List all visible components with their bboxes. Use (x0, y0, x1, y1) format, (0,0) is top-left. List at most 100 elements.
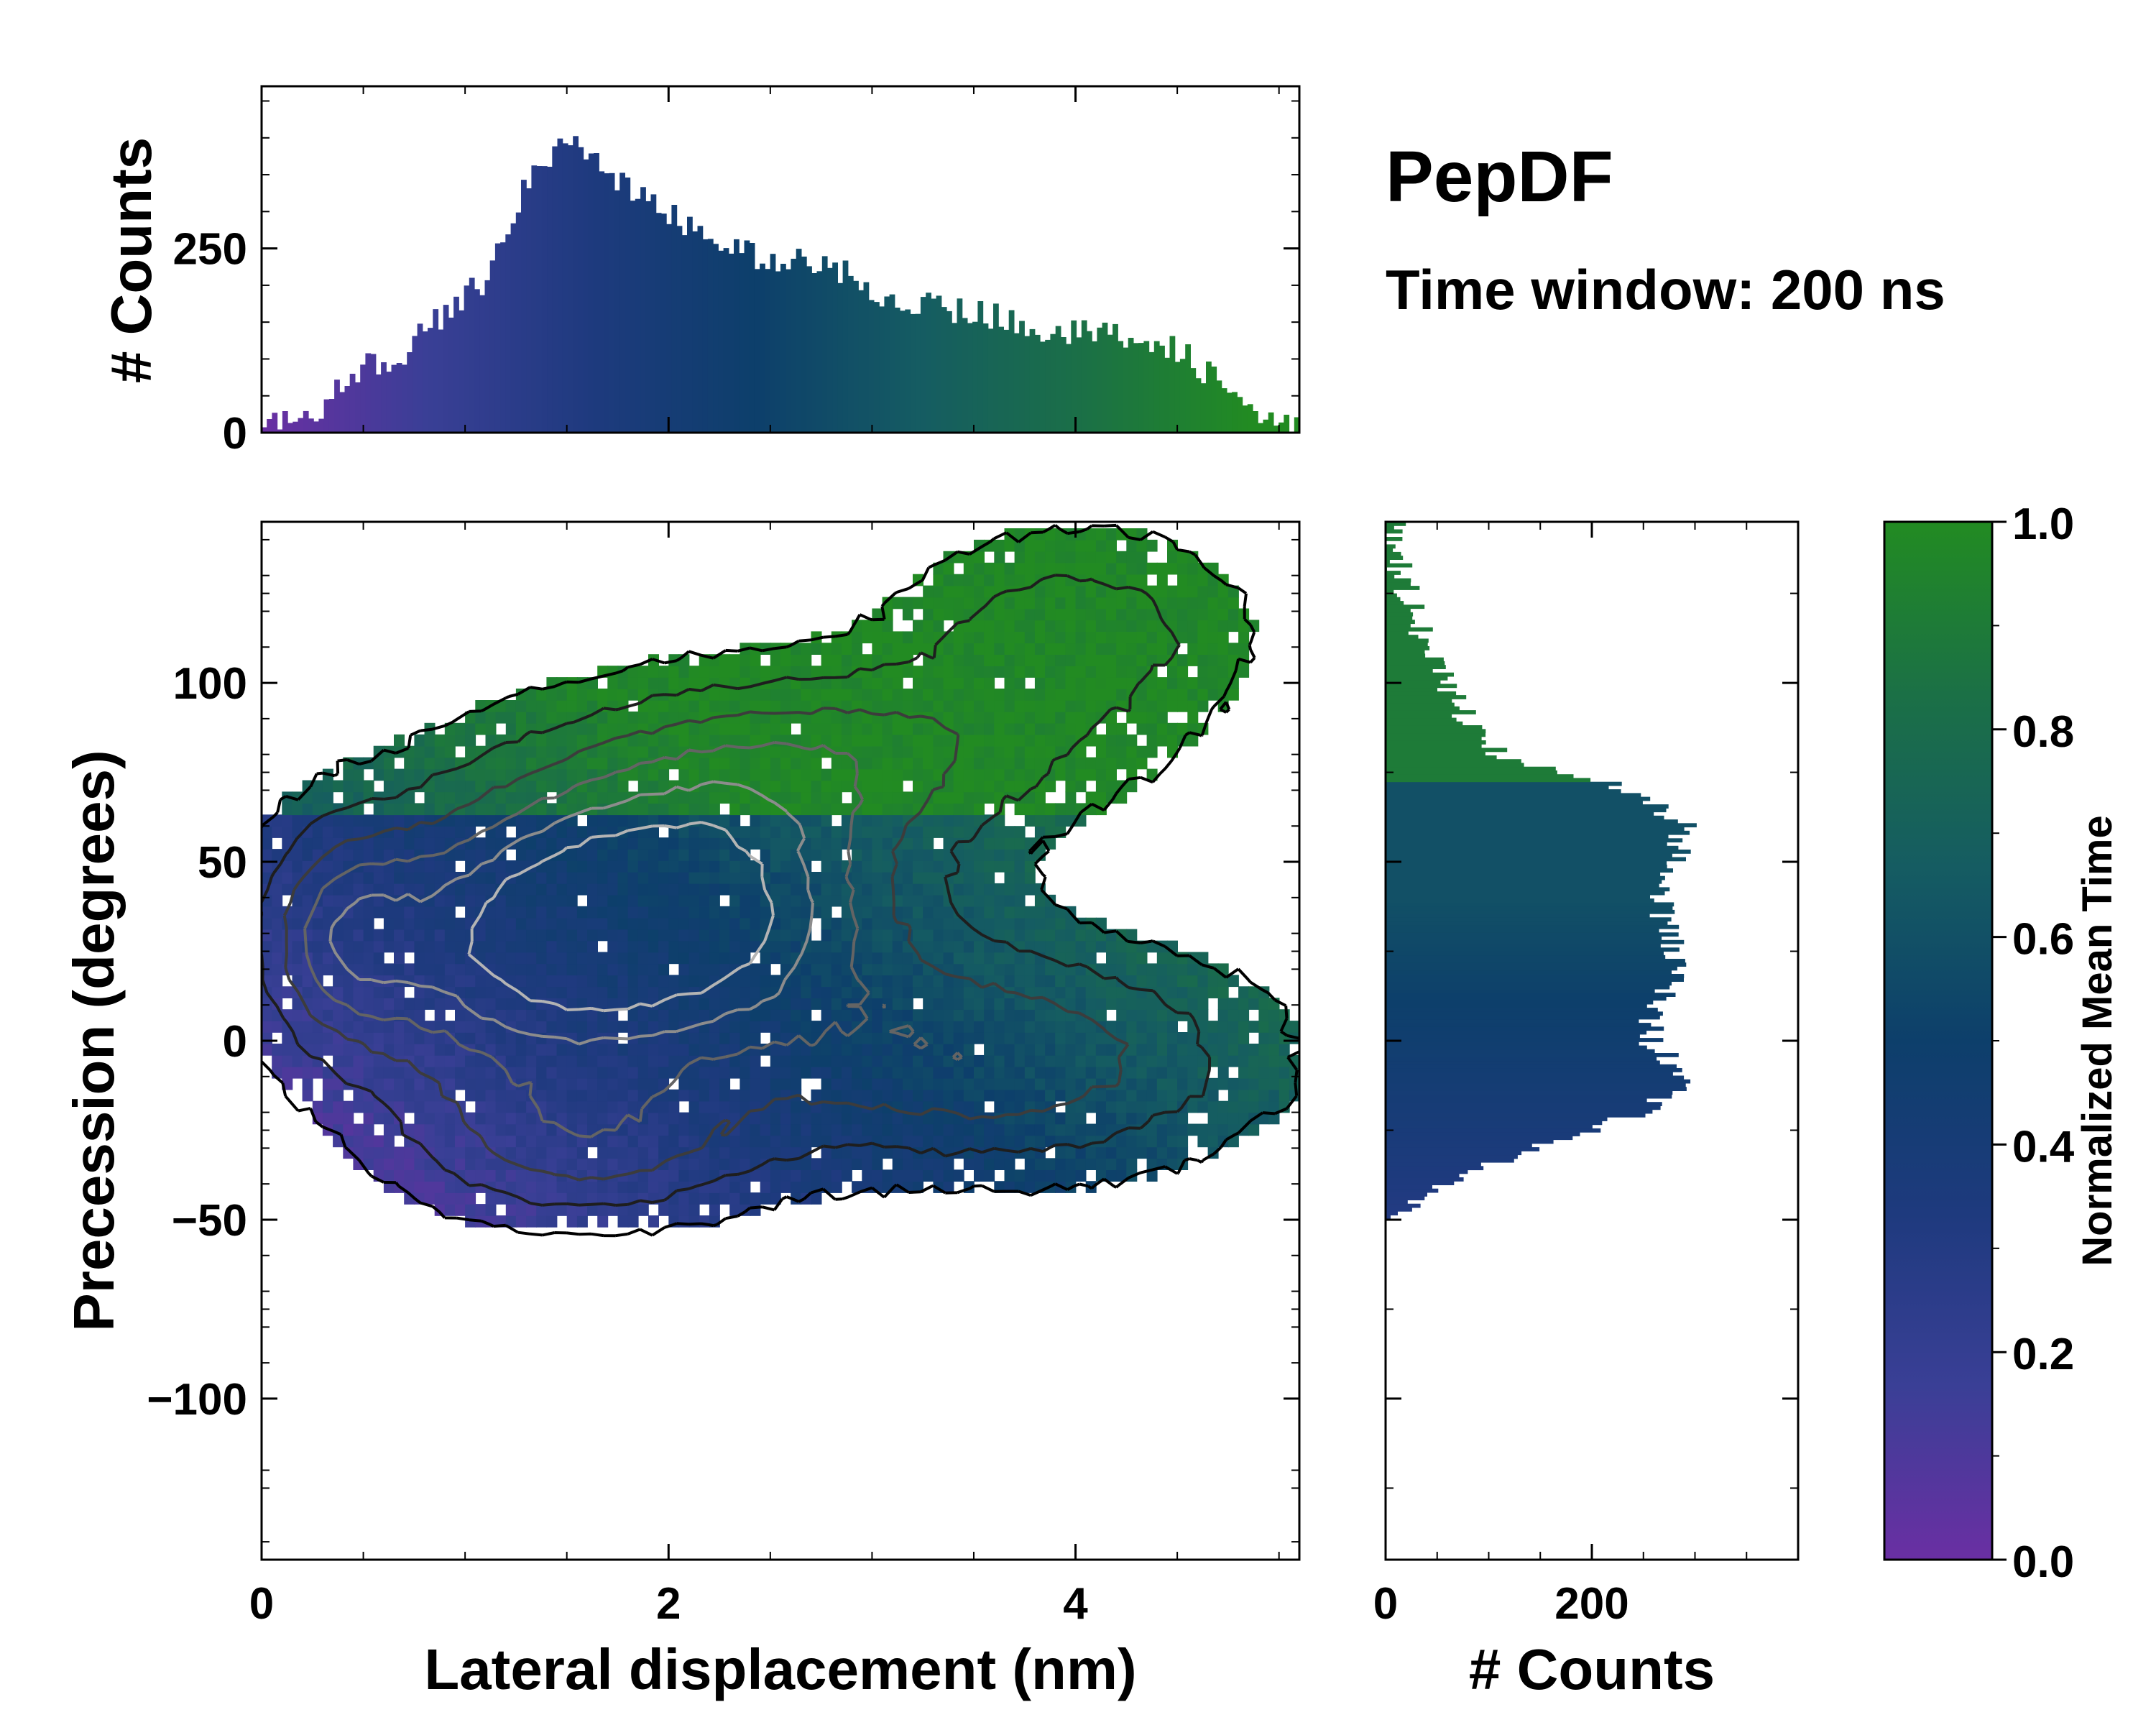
heatmap-cell (974, 597, 985, 610)
right-histogram-bar (1386, 642, 1428, 647)
right-histogram-bar (1386, 529, 1403, 534)
heatmap-cell (1116, 963, 1128, 976)
heatmap-cell (1167, 722, 1178, 735)
heatmap-cell (1095, 1146, 1107, 1159)
heatmap-cell (923, 643, 934, 655)
heatmap-cell (729, 1100, 741, 1113)
heatmap-cell (1065, 940, 1077, 953)
heatmap-cell (801, 734, 812, 747)
heatmap-cell (1024, 620, 1036, 632)
heatmap-cell (1055, 917, 1067, 930)
heatmap-cell (333, 940, 344, 953)
heatmap-cell (475, 722, 487, 735)
heatmap-cell (455, 1181, 466, 1193)
top-histogram-bar (282, 411, 288, 433)
heatmap-cell (1106, 666, 1117, 678)
heatmap-cell (963, 814, 975, 827)
heatmap-cell (801, 689, 812, 701)
heatmap-cell (262, 826, 272, 838)
heatmap-cell (648, 1112, 659, 1125)
heatmap-cell (1014, 1123, 1026, 1136)
heatmap-cell (852, 689, 863, 701)
heatmap-cell (740, 757, 751, 770)
heatmap-cell (1034, 551, 1046, 564)
heatmap-cell (709, 940, 720, 953)
heatmap-cell (404, 998, 415, 1010)
heatmap-cell (1146, 1066, 1158, 1079)
heatmap-cell (444, 952, 456, 965)
top-histogram-bar (1034, 334, 1041, 433)
heatmap-cell (1004, 631, 1015, 644)
heatmap-cell (974, 745, 985, 758)
heatmap-cell (343, 929, 354, 942)
heatmap-cell (923, 849, 934, 861)
top-histogram-bar (707, 239, 714, 433)
heatmap-cell (943, 998, 954, 1010)
heatmap-cell (963, 1077, 975, 1090)
heatmap-cell (780, 1181, 791, 1193)
heatmap-cell (913, 837, 923, 850)
heatmap-cell (607, 1077, 619, 1090)
heatmap-cell (607, 1066, 619, 1079)
heatmap-cell (1085, 998, 1097, 1010)
heatmap-cell (302, 1021, 313, 1033)
heatmap-cell (668, 1169, 680, 1182)
heatmap-cell (1085, 1021, 1097, 1033)
heatmap-cell (709, 1077, 720, 1090)
top-histogram-bar (702, 239, 709, 433)
heatmap-cell (404, 1021, 415, 1033)
heatmap-cell (963, 677, 975, 689)
heatmap-cell (1268, 1100, 1280, 1113)
heatmap-cell (678, 1009, 690, 1021)
heatmap-cell (475, 998, 487, 1010)
heatmap-cell (892, 666, 903, 678)
heatmap-cell (709, 734, 720, 747)
heatmap-cell (302, 780, 313, 793)
heatmap-cell (963, 1032, 975, 1044)
heatmap-cell (943, 608, 954, 621)
heatmap-cell (1126, 963, 1138, 976)
heatmap-cell (597, 1181, 609, 1193)
heatmap-cell (1045, 906, 1056, 919)
heatmap-cell (1014, 711, 1026, 724)
heatmap-cell (719, 963, 731, 976)
heatmap-cell (1106, 952, 1117, 965)
heatmap-cell (1136, 1146, 1148, 1159)
heatmap-cell (282, 1044, 293, 1056)
heatmap-cell (1085, 620, 1097, 632)
heatmap-cell (719, 734, 731, 747)
right-histogram-bar (1386, 548, 1393, 553)
top-histogram-bar (1102, 322, 1108, 433)
heatmap-cell (1024, 551, 1036, 564)
heatmap-cell (455, 780, 466, 793)
heatmap-cell (740, 986, 751, 998)
heatmap-cell (455, 917, 466, 930)
heatmap-cell (943, 1021, 954, 1033)
heatmap-cell (709, 883, 720, 896)
top-histogram-bar (277, 429, 283, 433)
top-histogram-bar (536, 166, 543, 433)
heatmap-cell (852, 849, 863, 861)
heatmap-cell (1187, 998, 1199, 1010)
heatmap-cell (322, 780, 333, 793)
top-histogram-bar (666, 224, 672, 433)
top-histogram-bar (713, 244, 719, 433)
heatmap-cell (719, 700, 731, 712)
heatmap-cell (353, 883, 364, 896)
heatmap-cell (455, 1066, 466, 1079)
heatmap-cell (770, 1181, 781, 1193)
heatmap-cell (1177, 722, 1189, 735)
heatmap-cell (617, 1135, 629, 1148)
heatmap-cell (637, 1066, 649, 1079)
heatmap-cell (353, 1066, 364, 1079)
heatmap-cell (902, 963, 913, 976)
heatmap-cell (343, 791, 354, 804)
heatmap-cell (892, 643, 903, 655)
heatmap-cell (444, 1181, 456, 1193)
heatmap-cell (801, 1021, 812, 1033)
heatmap-cell (1136, 551, 1148, 564)
heatmap-cell (902, 1112, 913, 1125)
heatmap-cell (363, 872, 374, 884)
heatmap-cell (495, 998, 507, 1010)
heatmap-cell (719, 872, 731, 884)
